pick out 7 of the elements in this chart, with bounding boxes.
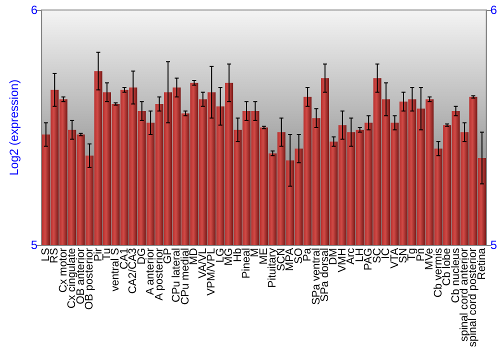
y2-tick-label: 6 <box>490 3 498 17</box>
y-axis-title: Log2 (expression) <box>7 79 21 176</box>
y2-tick-label: 5 <box>490 238 498 252</box>
x-tick-label: OB posterior <box>84 248 96 310</box>
x-tick-label: Tg <box>406 248 418 261</box>
x-tick-label: A posterior <box>153 248 166 301</box>
x-tick-label: Retina <box>476 247 488 280</box>
